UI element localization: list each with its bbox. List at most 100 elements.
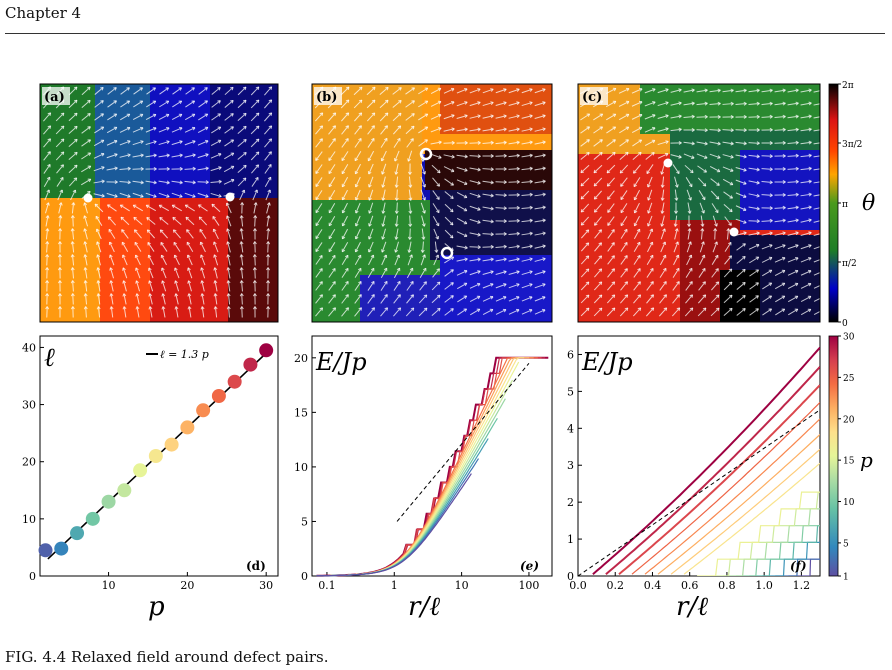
field-arrow-head [490,233,494,237]
field-arrow [724,242,732,252]
field-arrow [109,267,115,279]
field-arrow [159,217,169,225]
field-arrow [482,206,494,210]
field-arrow [328,202,336,214]
field-arrow [145,180,157,184]
field-arrow [366,99,376,109]
y-tick-label: 0 [567,570,574,583]
field-arrow-head [394,236,397,240]
reference-line [577,409,821,577]
field-arrow [813,207,820,210]
field-arrow [110,293,114,305]
field-arrow [674,228,678,240]
field-arrow-head [148,267,152,271]
field-arrow [184,127,196,133]
field-arrow-head [218,113,221,117]
field-arrow-head [257,86,260,91]
field-arrow-head [192,196,196,198]
field-arrow [813,310,820,316]
field-arrow [672,294,680,304]
field-arrow-head [108,228,112,232]
field-arrow [171,140,183,146]
x-tick-label: 0.6 [681,579,699,592]
field-arrow [787,270,799,276]
field-arrow [84,267,88,279]
field-arrow-head [227,267,231,271]
field-arrow-head [368,197,370,201]
field-arrow [469,192,481,198]
field-arrow [354,268,362,278]
field-arrow-head [795,181,799,184]
field-arrow [619,139,629,147]
field-arrow [405,307,415,317]
field-arrow [593,294,603,304]
field-arrow-head [201,306,205,310]
energy-curve [657,434,820,575]
field-arrow [44,189,50,201]
field-arrow [748,167,760,171]
field-arrow [418,139,428,147]
field-arrow [534,115,546,119]
field-arrow-head [122,267,126,271]
field-arrow-head [717,157,721,159]
field-arrow [251,164,259,174]
panel-label-e: (e) [520,559,539,573]
field-arrow [444,308,454,316]
field-arrow-head [717,294,720,299]
field-arrow-head [368,223,370,227]
field-arrow [774,282,786,290]
field-arrow [419,268,427,278]
field-arrow [68,99,78,109]
field-arrow-head [161,254,165,258]
field-arrow-head [743,308,746,312]
field-arrow [264,176,272,188]
field-arrow-head [205,140,209,144]
field-arrow-head [425,87,429,92]
field-arrow-head [542,128,546,132]
field-arrow [774,89,786,93]
field-arrow-head [368,210,370,214]
field-arrow-head [730,103,734,106]
field-arrow-head [214,280,218,284]
field-arrow [392,125,402,135]
field-arrow [380,138,388,148]
field-arrow [456,166,468,172]
field-arrow [800,180,812,184]
field-arrow [106,167,118,171]
field-arrow-head [140,140,144,144]
field-arrow-head [613,139,616,143]
field-arrow-head [756,156,760,159]
field-arrow [393,294,401,304]
field-arrow [723,191,733,199]
field-arrow [644,114,656,120]
field-arrow-head [822,258,824,260]
field-arrow [698,268,706,278]
panel-frame [577,83,821,323]
field-arrow [315,242,323,252]
field-arrow-head [173,241,177,245]
field-arrow-head [756,308,759,312]
field-arrow [482,101,494,107]
field-arrow [382,202,386,214]
field-arrow-head [688,184,693,188]
field-arrow-head [148,254,152,258]
field-arrow [699,254,705,266]
panel-label-f: (f) [790,559,807,573]
field-arrow [633,189,641,201]
field-arrow [224,86,234,96]
field-arrow-head [114,181,118,185]
field-arrow-head [240,228,244,232]
field-arrow [534,232,546,236]
field-arrow-head [166,114,170,118]
field-arrow-head [808,102,812,106]
field-arrow [660,228,666,240]
field-arrow-head [84,215,87,219]
field-arrow [382,215,386,227]
field-arrow [211,100,221,108]
field-arrow-head [503,141,507,145]
field-arrow [647,241,653,253]
field-arrow [224,100,234,108]
field-arrow [171,113,183,121]
field-arrow [393,267,401,279]
field-arrow-head [587,126,590,130]
